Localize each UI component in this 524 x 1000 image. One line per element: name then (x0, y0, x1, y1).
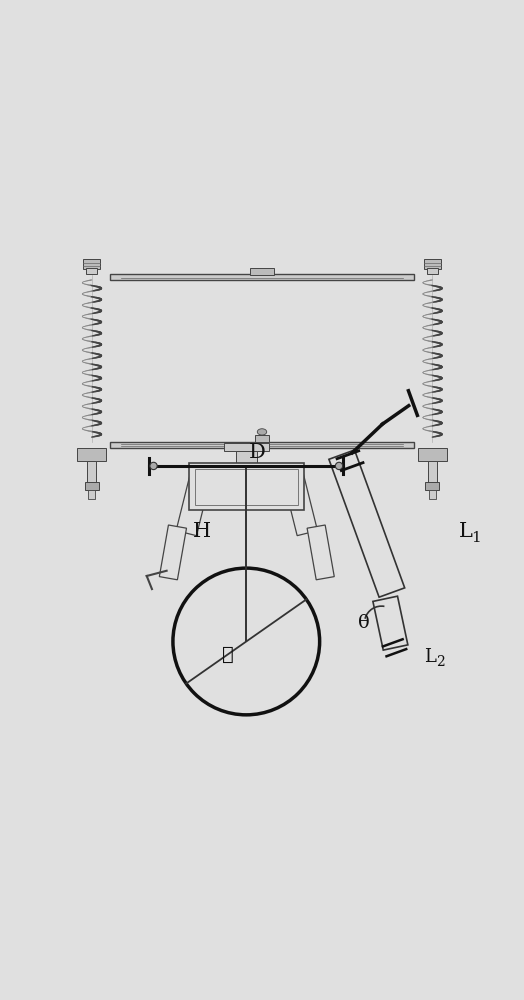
Bar (236, 451, 257, 469)
Bar (427, 268, 438, 274)
Polygon shape (176, 470, 212, 536)
Bar (189, 463, 304, 510)
Text: L: L (458, 522, 472, 541)
Text: ∅: ∅ (222, 646, 234, 664)
Text: 1: 1 (472, 531, 482, 545)
Bar (428, 461, 437, 482)
Text: L: L (424, 648, 436, 666)
Text: D: D (248, 443, 265, 462)
Polygon shape (373, 596, 408, 650)
Polygon shape (282, 470, 318, 536)
Bar (418, 448, 446, 461)
Bar (425, 482, 439, 490)
Polygon shape (329, 450, 405, 597)
Bar (85, 482, 99, 490)
Bar (231, 466, 236, 475)
Bar (86, 268, 97, 274)
Bar (78, 448, 106, 461)
Bar (83, 259, 100, 269)
Bar (255, 434, 268, 442)
Bar (110, 442, 414, 448)
Polygon shape (307, 525, 334, 580)
Text: 2: 2 (436, 655, 445, 669)
Bar (87, 461, 96, 482)
Bar (424, 259, 441, 269)
Polygon shape (159, 525, 187, 580)
Bar (257, 466, 262, 475)
Bar (221, 469, 271, 475)
Bar (224, 443, 268, 451)
Bar (429, 490, 436, 499)
Bar (250, 268, 274, 275)
Text: H: H (193, 522, 211, 541)
Circle shape (150, 462, 157, 470)
Text: θ: θ (358, 614, 370, 632)
Circle shape (335, 462, 343, 470)
Ellipse shape (257, 429, 267, 435)
Bar (195, 469, 298, 505)
Bar (110, 274, 414, 280)
Bar (88, 490, 95, 499)
